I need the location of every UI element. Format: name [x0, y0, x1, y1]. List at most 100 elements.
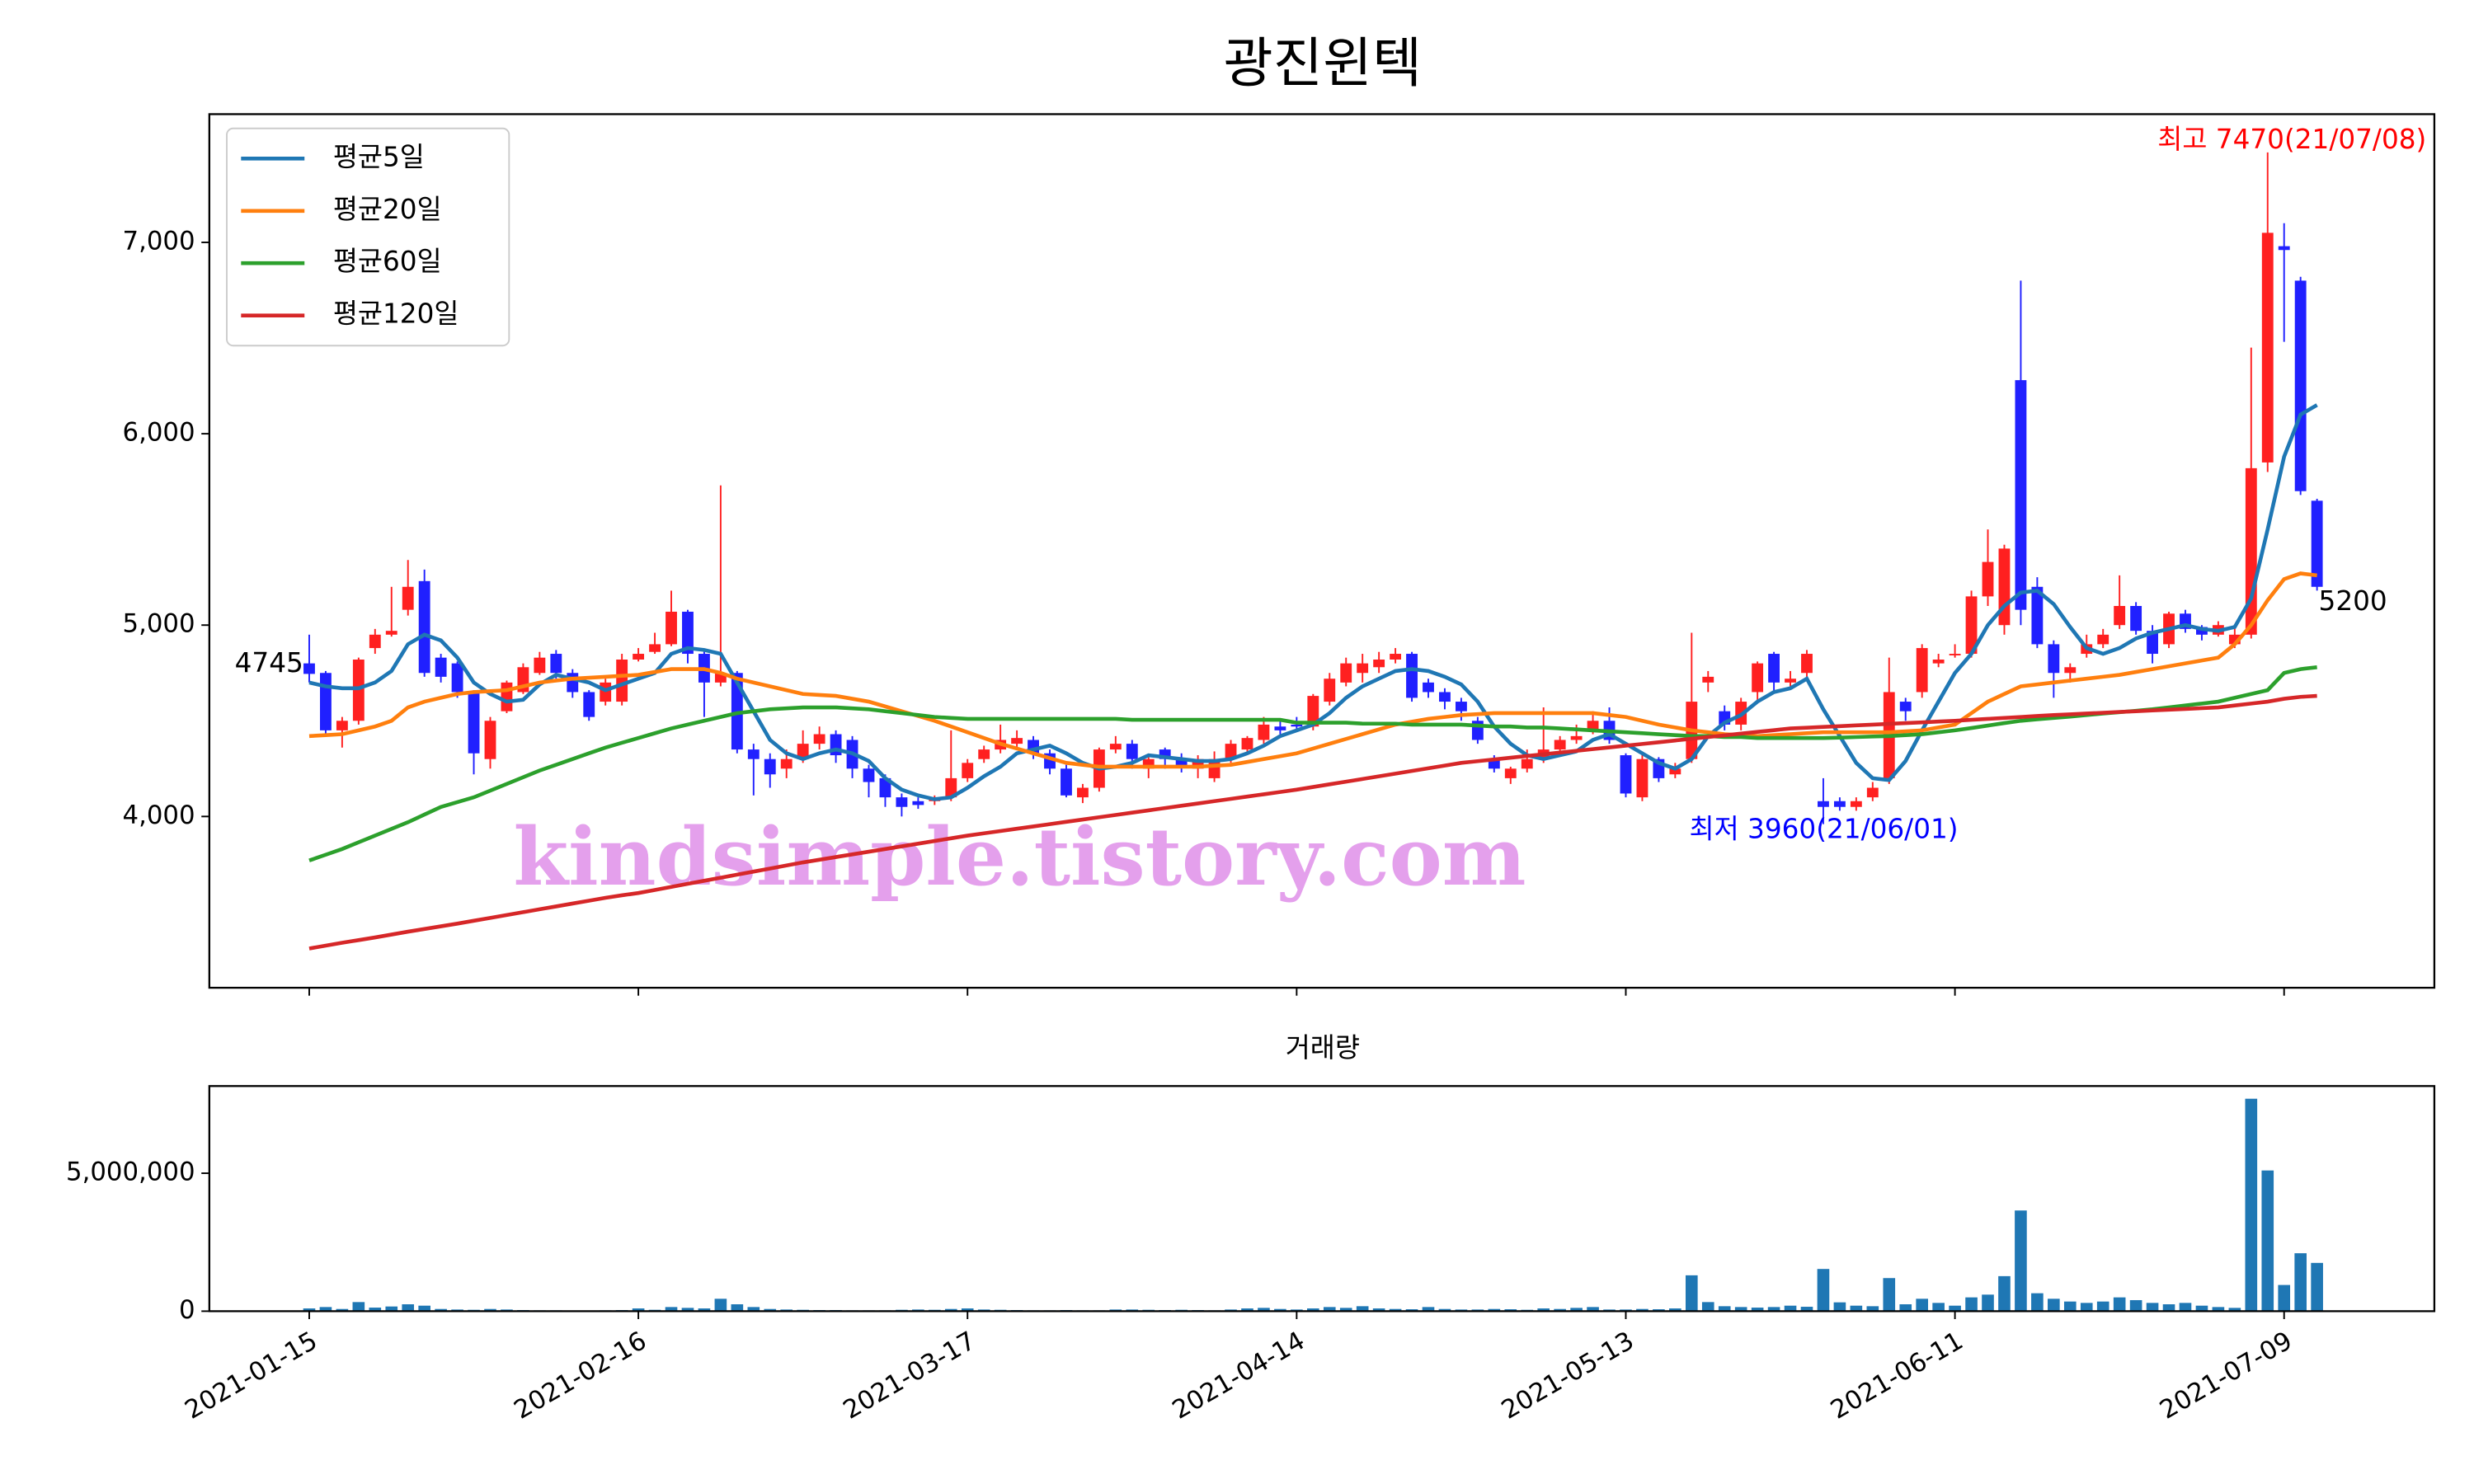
plot-frame — [208, 113, 2436, 989]
volume-bar — [2278, 1284, 2291, 1312]
candle-body — [501, 682, 513, 711]
ma-line — [308, 403, 2318, 801]
candle-body — [1521, 758, 1533, 769]
volume-bar — [1356, 1306, 1369, 1312]
candle-body — [1669, 768, 1681, 775]
candle-body — [962, 763, 974, 778]
candle-body — [1340, 663, 1352, 683]
candle-body — [2147, 631, 2158, 655]
volume-bar — [1636, 1308, 1649, 1312]
candle-body — [2064, 667, 2077, 674]
legend-label: 평균20일 — [333, 194, 442, 225]
volume-bar — [1274, 1308, 1286, 1312]
volume-bar — [2162, 1304, 2175, 1312]
volume-bar — [2031, 1293, 2044, 1312]
candle-body — [1192, 758, 1204, 769]
y-tick-label: 0 — [179, 1295, 195, 1325]
candle-body — [336, 721, 348, 730]
plot-frame — [208, 1085, 2436, 1313]
candle-body — [2130, 606, 2142, 632]
volume-bar — [944, 1308, 957, 1312]
volume-bar — [1866, 1306, 1879, 1312]
volume-bar — [1307, 1308, 1319, 1312]
candle-body — [1126, 744, 1138, 759]
candle-body — [1307, 696, 1319, 727]
volume-bar — [961, 1308, 974, 1312]
candle-body — [550, 654, 562, 674]
candle-body — [714, 673, 727, 683]
candle-body — [1241, 738, 1253, 750]
volume-bar — [1817, 1269, 1830, 1312]
y-tick-label: 6,000 — [123, 418, 195, 448]
volume-bar — [1339, 1308, 1352, 1312]
volume-bar — [1833, 1302, 1846, 1312]
volume-bar — [2129, 1299, 2142, 1312]
volume-bar — [435, 1308, 447, 1312]
candle-body — [978, 749, 990, 759]
candle-body — [1406, 654, 1418, 698]
candle-body — [2031, 586, 2044, 645]
candle-body — [2278, 246, 2290, 251]
volume-bar — [731, 1304, 744, 1312]
candle-body — [352, 659, 365, 721]
volume-bar — [1767, 1307, 1780, 1312]
volume-bar — [1932, 1303, 1945, 1312]
volume-bar — [418, 1305, 430, 1312]
candle-body — [747, 749, 760, 759]
volume-bar — [319, 1307, 332, 1312]
candle-body — [583, 692, 595, 717]
candle-body — [1159, 749, 1171, 759]
candle-body — [402, 586, 414, 610]
volume-bar — [1965, 1297, 1978, 1312]
volume-bar — [352, 1302, 365, 1312]
volume-bar — [2048, 1298, 2060, 1312]
candle-body — [320, 673, 332, 730]
candle-body — [1488, 758, 1500, 769]
volume-bar — [1323, 1307, 1336, 1312]
candle-body — [780, 758, 793, 769]
annotation: 최고 7470(21/07/08) — [2157, 124, 2426, 155]
candle-body — [1291, 724, 1303, 727]
candle-body — [863, 768, 875, 782]
candle-body — [1620, 755, 1632, 794]
candle-body — [1570, 735, 1583, 740]
plot-area: kindsimple.tistory.com 최고 7470(21/07/08) 최… — [235, 124, 2426, 951]
volume-bar — [303, 1308, 316, 1312]
volume-bar — [665, 1307, 678, 1312]
candle-body — [616, 659, 628, 702]
candle-body — [1225, 744, 1237, 759]
volume-bar — [1916, 1298, 1928, 1312]
candle-body — [1785, 679, 1796, 683]
volume-bar — [1734, 1307, 1747, 1312]
volume-bar — [1949, 1305, 1961, 1312]
candle-body — [1768, 654, 1780, 683]
volume-bar — [681, 1308, 694, 1312]
candle-body — [1504, 768, 1517, 778]
volume-bar — [1998, 1275, 2011, 1312]
candle-body — [385, 631, 397, 635]
volume-bar — [1422, 1307, 1435, 1312]
volume-title: 거래량 — [1286, 1032, 1360, 1064]
volume-bar — [2245, 1098, 2258, 1312]
volume-bar — [2063, 1301, 2077, 1312]
candle-body — [451, 663, 463, 693]
candle-body — [797, 744, 809, 759]
candle-body — [1439, 692, 1451, 702]
volume-bar — [2096, 1301, 2109, 1312]
volume-bar — [1784, 1305, 1797, 1312]
volume-bar — [1751, 1308, 1764, 1312]
candle-body — [1949, 654, 1961, 655]
candle-body — [1142, 758, 1155, 769]
candle-body — [633, 654, 645, 660]
y-tick-label: 7,000 — [123, 226, 195, 256]
candle-body — [1702, 676, 1714, 683]
candle-body — [1554, 740, 1566, 750]
volume-bar — [1258, 1308, 1270, 1312]
volume-bar — [764, 1308, 777, 1312]
candle-body — [1801, 654, 1813, 674]
volume-bar — [2228, 1308, 2241, 1312]
watermark: kindsimple.tistory.com — [514, 810, 1526, 904]
candle-body — [2015, 380, 2027, 610]
volume-bar — [1669, 1308, 1681, 1312]
